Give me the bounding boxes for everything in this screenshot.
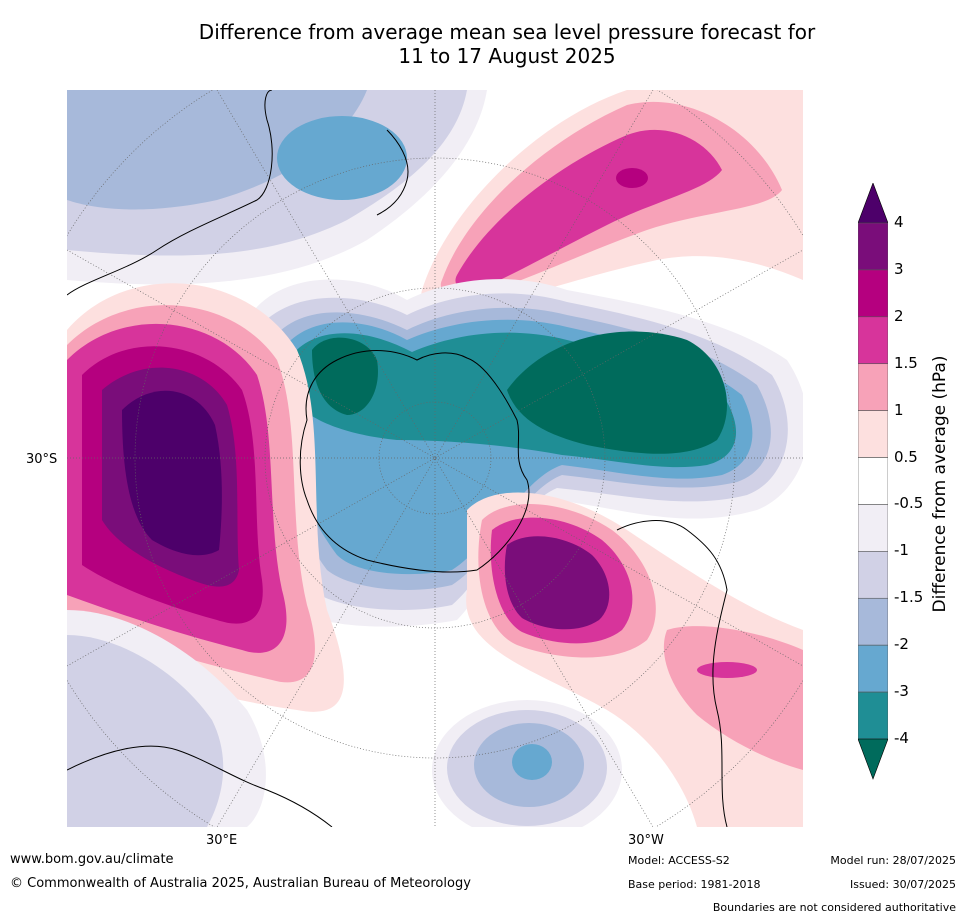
- lon-label-30e: 30°E: [206, 833, 238, 848]
- colorbar-tick-label: 1.5: [894, 353, 918, 372]
- colorbar: [857, 182, 889, 783]
- footer-copyright: © Commonwealth of Australia 2025, Austra…: [10, 876, 471, 891]
- title-line-1: Difference from average mean sea level p…: [198, 20, 816, 44]
- footer-model: Model: ACCESS-S2: [628, 854, 730, 867]
- anomaly-region-antarctic-low: [246, 279, 803, 627]
- colorbar-bands: [857, 222, 889, 740]
- colorbar-band: [857, 691, 889, 740]
- colorbar-tick-label: -2: [894, 635, 909, 654]
- colorbar-band: [857, 269, 889, 318]
- anomaly-region-australia-low: [67, 90, 487, 285]
- anomaly-region-south-pacific-high: [421, 90, 803, 313]
- colorbar-band: [857, 644, 889, 693]
- anomaly-region-south-atlantic-high: [466, 492, 803, 827]
- colorbar-band: [857, 457, 889, 505]
- anomaly-region-indian-ocean-high: [67, 283, 344, 712]
- colorbar-band: [857, 597, 889, 646]
- colorbar-under-triangle: [857, 738, 889, 780]
- colorbar-band: [857, 551, 889, 599]
- colorbar-svg: [857, 182, 889, 780]
- lat-label-30s: 30°S: [26, 452, 58, 467]
- colorbar-tick-label: -4: [894, 729, 909, 747]
- pressure-anomaly-map[interactable]: [67, 90, 803, 827]
- colorbar-tick-label: 0.5: [894, 447, 918, 466]
- footer-issued: Issued: 30/07/2025: [849, 878, 956, 891]
- footer-disclaimer: Boundaries are not considered authoritat…: [712, 901, 956, 914]
- graticule: [67, 90, 803, 827]
- anomaly-region-southern-lows: [67, 610, 622, 827]
- colorbar-tick-label: 4: [894, 213, 904, 231]
- chart-title: Difference from average mean sea level p…: [0, 20, 965, 68]
- map-svg: [67, 90, 803, 827]
- colorbar-tick-label: -3: [894, 682, 909, 701]
- coastlines: [67, 90, 728, 827]
- colorbar-band: [857, 316, 889, 365]
- colorbar-tick-label: 1: [894, 400, 904, 419]
- colorbar-tick-label: 2: [894, 306, 904, 325]
- lon-label-30w: 30°W: [628, 833, 664, 848]
- colorbar-tick-label: 3: [894, 259, 904, 278]
- colorbar-tick-label: -1: [894, 541, 909, 560]
- colorbar-band: [857, 222, 889, 271]
- colorbar-tick-label: -0.5: [894, 494, 924, 513]
- colorbar-title: Difference from average (hPa): [930, 355, 950, 613]
- colorbar-over-triangle: [857, 182, 889, 224]
- colorbar-band: [857, 363, 889, 411]
- footer-model-run: Model run: 28/07/2025: [830, 854, 956, 867]
- colorbar-band: [857, 504, 889, 552]
- colorbar-tick-label: -1.5: [894, 588, 924, 607]
- colorbar-band: [857, 410, 889, 458]
- footer-url[interactable]: www.bom.gov.au/climate: [10, 852, 174, 867]
- footer-base-period: Base period: 1981-2018: [628, 878, 761, 891]
- title-line-2: 11 to 17 August 2025: [398, 44, 616, 68]
